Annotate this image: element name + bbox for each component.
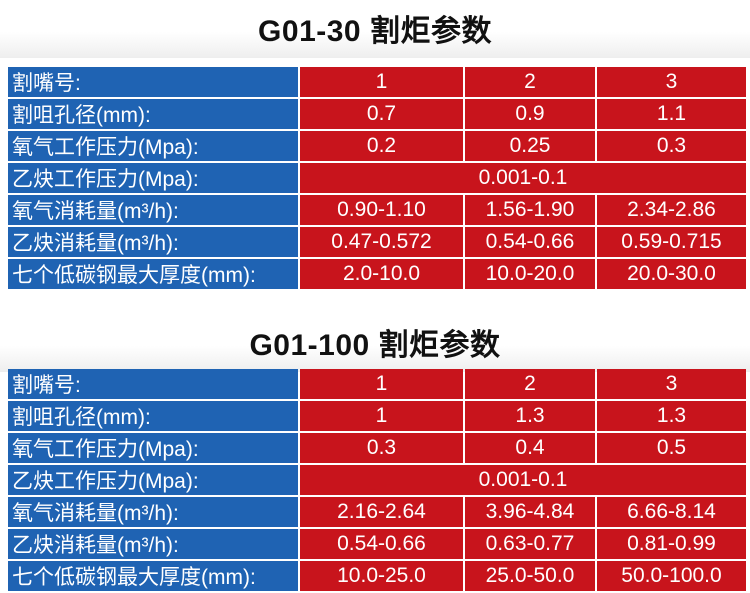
table-row: 乙炔工作压力(Mpa): 0.001-0.1 — [8, 163, 746, 193]
table-cell: 1 — [300, 67, 463, 97]
row-label: 乙炔工作压力(Mpa): — [8, 465, 298, 495]
table-cell-merged: 0.001-0.1 — [300, 465, 746, 495]
table-cell: 2 — [465, 369, 595, 399]
row-label: 七个低碳钢最大厚度(mm): — [8, 259, 298, 289]
table-cell: 0.90-1.10 — [300, 195, 463, 225]
table-cell: 0.54-0.66 — [300, 529, 463, 559]
table-cell: 1.56-1.90 — [465, 195, 595, 225]
table-row: 七个低碳钢最大厚度(mm): 2.0-10.0 10.0-20.0 20.0-3… — [8, 259, 746, 289]
section-title: G01-100 割炬参数 — [249, 329, 501, 362]
table-cell: 3 — [597, 67, 746, 97]
table-cell: 1.3 — [597, 401, 746, 431]
table-row: 割嘴号: 1 2 3 — [8, 369, 746, 399]
table-cell: 50.0-100.0 — [597, 561, 746, 591]
table-row: 乙炔工作压力(Mpa): 0.001-0.1 — [8, 465, 746, 495]
table-cell: 0.63-0.77 — [465, 529, 595, 559]
row-label: 氧气工作压力(Mpa): — [8, 433, 298, 463]
row-label: 氧气工作压力(Mpa): — [8, 131, 298, 161]
table-cell-merged: 0.001-0.1 — [300, 163, 746, 193]
table-cell: 1 — [300, 369, 463, 399]
table-cell: 1.3 — [465, 401, 595, 431]
g01-30-section: G01-30 割炬参数 割嘴号: 1 2 3 割咀孔径(mm): 0.7 0.9… — [0, 0, 750, 291]
table-row: 氧气消耗量(m³/h): 2.16-2.64 3.96-4.84 6.66-8.… — [8, 497, 746, 527]
table-cell: 0.47-0.572 — [300, 227, 463, 257]
params-table: 割嘴号: 1 2 3 割咀孔径(mm): 1 1.3 1.3 氧气工作压力(Mp… — [6, 367, 748, 593]
row-label: 乙炔消耗量(m³/h): — [8, 529, 298, 559]
table-cell: 0.3 — [300, 433, 463, 463]
row-label: 乙炔消耗量(m³/h): — [8, 227, 298, 257]
table-row: 氧气工作压力(Mpa): 0.2 0.25 0.3 — [8, 131, 746, 161]
table-cell: 2.0-10.0 — [300, 259, 463, 289]
row-label: 乙炔工作压力(Mpa): — [8, 163, 298, 193]
row-label: 氧气消耗量(m³/h): — [8, 497, 298, 527]
table-row: 七个低碳钢最大厚度(mm): 10.0-25.0 25.0-50.0 50.0-… — [8, 561, 746, 591]
table-row: 割咀孔径(mm): 0.7 0.9 1.1 — [8, 99, 746, 129]
table-cell: 25.0-50.0 — [465, 561, 595, 591]
table-cell: 3.96-4.84 — [465, 497, 595, 527]
table-cell: 0.7 — [300, 99, 463, 129]
table-cell: 1.1 — [597, 99, 746, 129]
table-cell: 3 — [597, 369, 746, 399]
table-cell: 10.0-25.0 — [300, 561, 463, 591]
table-cell: 0.4 — [465, 433, 595, 463]
section-title: G01-30 割炬参数 — [258, 15, 492, 48]
table-row: 氧气消耗量(m³/h): 0.90-1.10 1.56-1.90 2.34-2.… — [8, 195, 746, 225]
table-cell: 0.81-0.99 — [597, 529, 746, 559]
table-cell: 0.9 — [465, 99, 595, 129]
table-row: 割咀孔径(mm): 1 1.3 1.3 — [8, 401, 746, 431]
row-label: 七个低碳钢最大厚度(mm): — [8, 561, 298, 591]
table-cell: 2 — [465, 67, 595, 97]
row-label: 割咀孔径(mm): — [8, 401, 298, 431]
table-cell: 20.0-30.0 — [597, 259, 746, 289]
table-cell: 0.54-0.66 — [465, 227, 595, 257]
table-cell: 6.66-8.14 — [597, 497, 746, 527]
table-cell: 2.16-2.64 — [300, 497, 463, 527]
table-cell: 1 — [300, 401, 463, 431]
g01-100-section: G01-100 割炬参数 割嘴号: 1 2 3 割咀孔径(mm): 1 1.3 … — [0, 314, 750, 593]
table-row: 割嘴号: 1 2 3 — [8, 67, 746, 97]
row-label: 氧气消耗量(m³/h): — [8, 195, 298, 225]
table-cell: 0.25 — [465, 131, 595, 161]
table-cell: 0.2 — [300, 131, 463, 161]
table-cell: 0.5 — [597, 433, 746, 463]
table-row: 氧气工作压力(Mpa): 0.3 0.4 0.5 — [8, 433, 746, 463]
row-label: 割咀孔径(mm): — [8, 99, 298, 129]
table-cell: 10.0-20.0 — [465, 259, 595, 289]
table-row: 乙炔消耗量(m³/h): 0.54-0.66 0.63-0.77 0.81-0.… — [8, 529, 746, 559]
table-cell: 0.59-0.715 — [597, 227, 746, 257]
table-cell: 0.3 — [597, 131, 746, 161]
title-band — [0, 314, 750, 372]
params-table: 割嘴号: 1 2 3 割咀孔径(mm): 0.7 0.9 1.1 氧气工作压力(… — [6, 65, 748, 291]
row-label: 割嘴号: — [8, 369, 298, 399]
table-row: 乙炔消耗量(m³/h): 0.47-0.572 0.54-0.66 0.59-0… — [8, 227, 746, 257]
table-cell: 2.34-2.86 — [597, 195, 746, 225]
row-label: 割嘴号: — [8, 67, 298, 97]
title-band — [0, 0, 750, 58]
